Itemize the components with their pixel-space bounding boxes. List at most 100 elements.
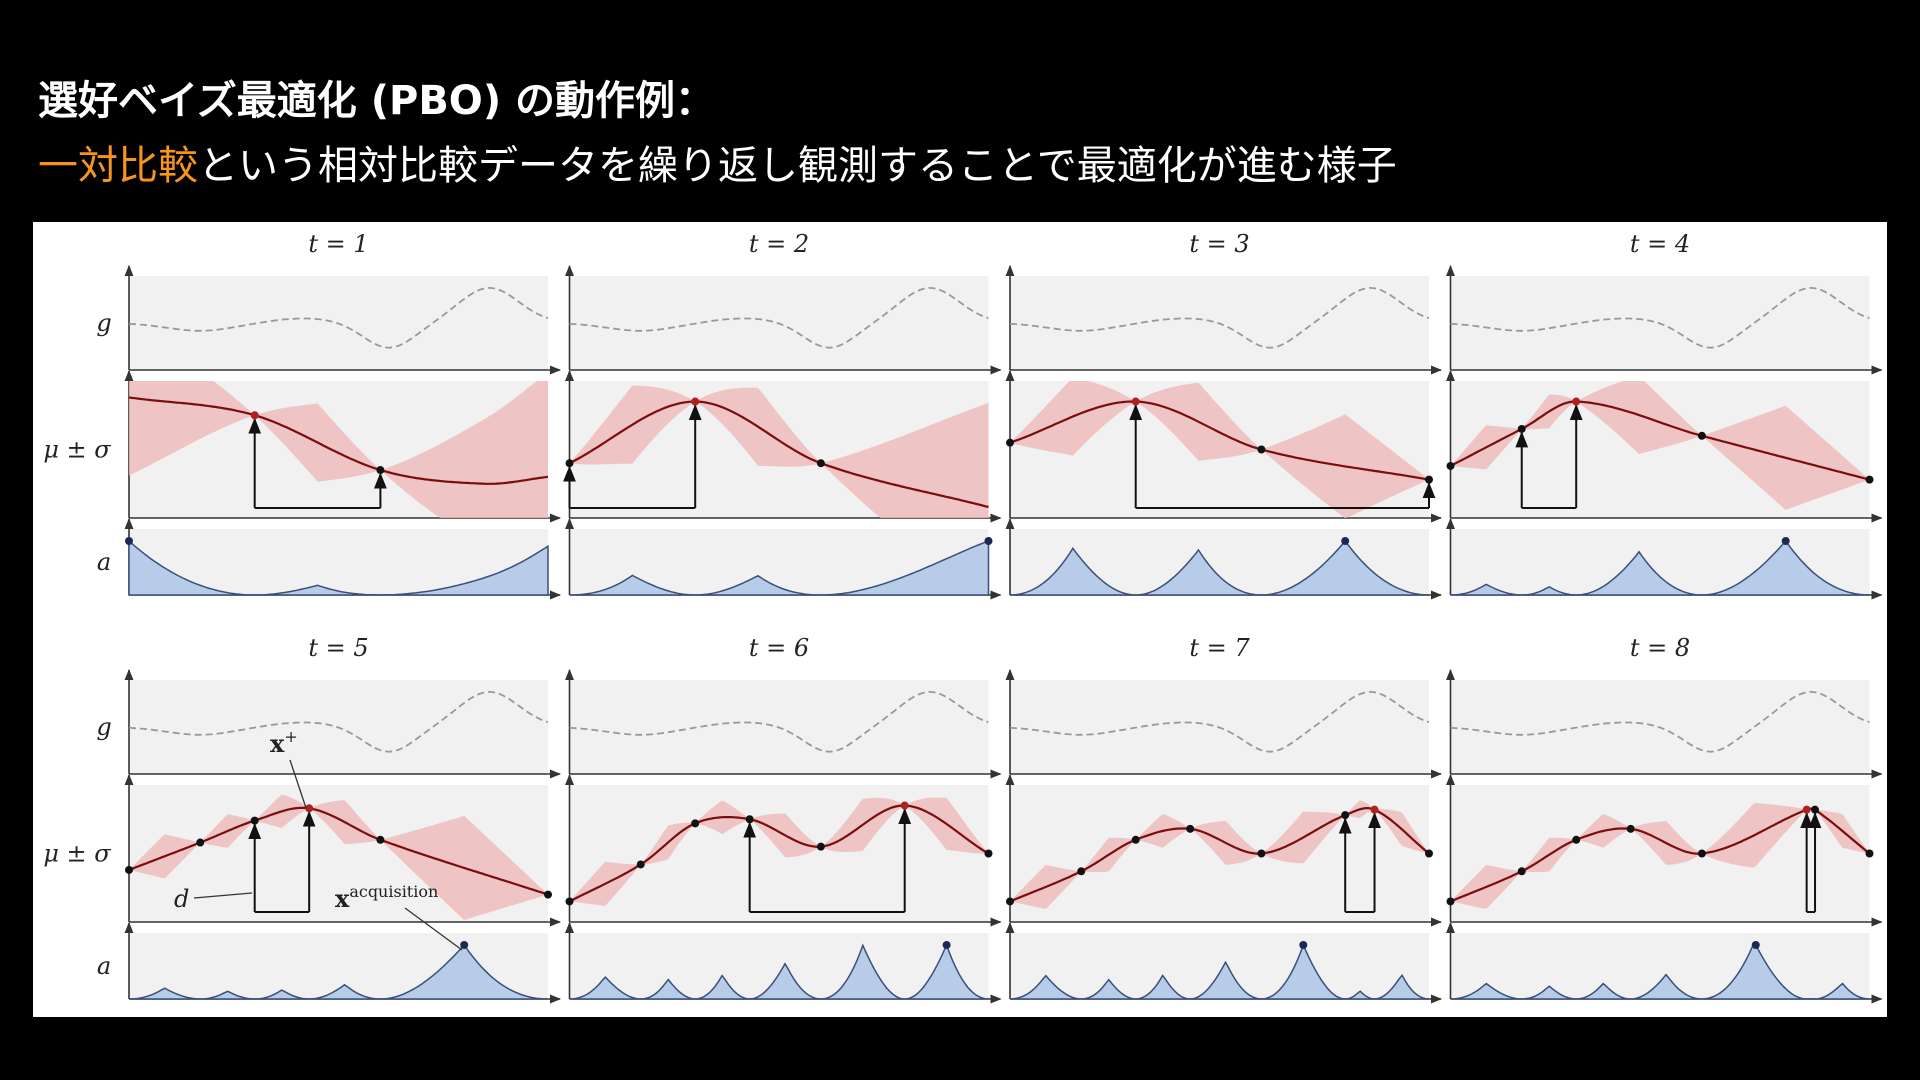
row-label: a <box>97 548 111 576</box>
panel-title: t = 1 <box>308 230 368 258</box>
observation <box>1077 867 1086 876</box>
mean-curve <box>1009 400 1430 481</box>
observation <box>1697 431 1706 440</box>
figure: t = 1 g μ ± σ a t = 2 t = 3 t = 4 t = 5 g μ ± σ a t… <box>33 222 1887 1017</box>
panel-title: t = 6 <box>749 634 809 662</box>
panel-title: t = 4 <box>1630 230 1690 258</box>
observation <box>1446 461 1455 470</box>
observation <box>691 397 700 406</box>
observation <box>1370 805 1379 814</box>
observation <box>1865 849 1874 858</box>
observation <box>1865 475 1874 484</box>
slide-title: 選好ベイズ最適化 (PBO) の動作例： <box>38 78 716 124</box>
acquisition-area <box>1450 944 1870 1000</box>
observation <box>816 842 825 851</box>
panel-title: t = 8 <box>1630 634 1690 662</box>
highlight: 一対比較 <box>38 143 198 189</box>
objective-curve <box>569 690 989 753</box>
uncertainty-band <box>129 381 548 518</box>
annotation-leader <box>404 907 463 951</box>
uncertainty-band <box>1010 800 1429 909</box>
observation <box>1006 438 1014 447</box>
observation <box>1572 835 1581 844</box>
row-label: g <box>96 713 111 741</box>
row-label: a <box>97 952 111 980</box>
uncertainty-band <box>129 794 548 920</box>
subtitle-text: という相対比較データを繰り返し観測することで最適化が進む様子 <box>198 143 1397 189</box>
observation <box>565 897 574 906</box>
observation <box>305 804 314 813</box>
observation <box>1131 397 1140 406</box>
observation <box>1257 849 1266 858</box>
panel-title: t = 7 <box>1189 634 1250 662</box>
acquisition-max <box>1299 941 1308 949</box>
acquisition-area <box>569 539 990 596</box>
observation <box>1802 805 1811 814</box>
observation <box>1811 805 1820 814</box>
observation <box>250 816 259 825</box>
observation <box>1572 397 1581 406</box>
observation <box>1186 824 1195 833</box>
acquisition-max <box>1341 537 1350 545</box>
panel-title: t = 5 <box>308 634 368 662</box>
observation <box>1517 867 1526 876</box>
annotation-x-plus: x+ <box>270 727 298 758</box>
acquisition-area <box>1009 539 1430 596</box>
observation <box>376 466 385 475</box>
observation <box>1446 897 1455 906</box>
row-label: g <box>96 309 111 337</box>
objective-curve <box>1009 286 1430 349</box>
observation <box>1697 849 1706 858</box>
observation <box>1425 849 1433 858</box>
observation <box>1626 824 1635 833</box>
annotation-base: x <box>270 729 285 758</box>
observation <box>636 860 645 869</box>
annotation-sup: acquisition <box>349 882 438 901</box>
annotation-sup: + <box>284 727 297 746</box>
observation <box>376 835 385 844</box>
objective-curve <box>1450 690 1870 753</box>
annotation-base: x <box>335 884 350 913</box>
annotation-d: d <box>174 885 189 913</box>
observation <box>1425 475 1433 484</box>
acquisition-area <box>128 539 549 596</box>
row-label: μ ± σ <box>43 840 111 868</box>
acquisition-max <box>460 941 469 949</box>
objective-curve <box>128 690 549 753</box>
panel-title: t = 3 <box>1189 230 1249 258</box>
acquisition-area <box>569 943 989 1000</box>
row-label: μ ± σ <box>43 436 111 464</box>
panel-title: t = 2 <box>749 230 809 258</box>
observation <box>1257 445 1266 454</box>
observation <box>250 411 259 420</box>
acquisition-max <box>1751 941 1760 949</box>
acquisition-area <box>1009 943 1430 1000</box>
uncertainty-band <box>1450 381 1870 510</box>
mean-curve <box>569 400 989 509</box>
uncertainty-band <box>569 797 989 906</box>
observation <box>1341 811 1350 820</box>
observation <box>984 849 993 858</box>
acquisition-max <box>984 537 993 545</box>
acquisition-max <box>125 537 133 545</box>
objective-curve <box>1009 690 1430 753</box>
annotation-x-acquisition: xacquisition <box>335 882 438 913</box>
objective-curve <box>1450 286 1870 349</box>
observation <box>1517 424 1526 433</box>
observation <box>900 801 909 810</box>
objective-curve <box>569 286 989 349</box>
observation <box>1006 897 1014 906</box>
observation <box>745 815 754 824</box>
observation <box>1131 835 1140 844</box>
observation <box>565 459 574 468</box>
observation <box>816 459 825 468</box>
observation <box>125 865 133 874</box>
acquisition-area <box>128 943 549 1000</box>
acquisition-area <box>1450 539 1870 596</box>
mean-curve <box>128 396 549 485</box>
annotation-leader <box>193 892 253 899</box>
uncertainty-band <box>1010 381 1429 518</box>
observation <box>196 838 205 847</box>
slide-subtitle: 一対比較という相対比較データを繰り返し観測することで最適化が進む様子 <box>38 133 1397 191</box>
